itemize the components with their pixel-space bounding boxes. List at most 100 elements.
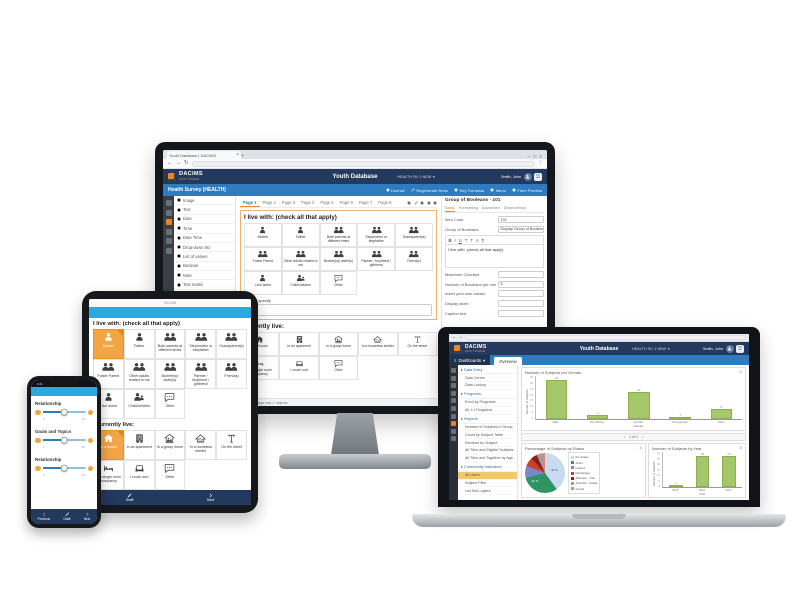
logout-icon[interactable]: ⎋ xyxy=(736,344,744,353)
draft-button[interactable]: Draft xyxy=(63,512,70,521)
option-tile-child-children[interactable]: Child/children xyxy=(123,389,155,419)
calendar-icon[interactable] xyxy=(451,390,456,396)
option-tile-grandparent-s[interactable]: Grandparent(s) xyxy=(395,223,433,247)
sidebar-section-programs[interactable]: ▸ Programs xyxy=(458,390,517,399)
browser-menu-icon[interactable]: ⋮ xyxy=(537,159,544,166)
property-input[interactable] xyxy=(498,290,544,298)
new-tab-icon[interactable]: + xyxy=(241,153,244,159)
option-tile-father[interactable]: Father xyxy=(123,329,155,359)
user-avatar-icon[interactable] xyxy=(523,172,532,181)
option-tile-in-an-apartment[interactable]: In an apartment xyxy=(123,430,155,460)
option-tile-in-a-group-home[interactable]: In a group home xyxy=(318,332,359,356)
increase-button[interactable] xyxy=(87,465,93,471)
chart-menu-icon[interactable]: ≡ xyxy=(739,444,742,450)
option-tile-in-a-homeless-shelter[interactable]: In a homeless shelter xyxy=(185,430,217,460)
dashboards-menu[interactable]: ≡ Dashboards ▾ xyxy=(449,355,491,365)
user-menu[interactable]: Smith, John ⎋ xyxy=(703,344,744,353)
alerts-icon[interactable] xyxy=(451,413,456,419)
home-icon[interactable] xyxy=(165,200,172,206)
option-tile-partner-boyfriend-girlfriend[interactable]: Partner / boyfriend / girlfriend xyxy=(357,247,396,271)
sidebar-item-data-lookup[interactable]: Data Lookup xyxy=(458,382,517,390)
sidebar-item-count-by-subject-table[interactable]: Count by Subject Table xyxy=(458,431,517,440)
settings-icon[interactable] xyxy=(451,428,456,434)
forward-icon[interactable]: → xyxy=(458,334,464,340)
documents-icon[interactable] xyxy=(451,405,456,411)
tab-close-icon[interactable]: × xyxy=(236,151,239,158)
palette-item-note[interactable]: Note xyxy=(174,271,235,281)
editor-button-5[interactable]: A xyxy=(475,237,479,243)
sidebar-item-subject-files[interactable]: Subject Files xyxy=(458,480,517,488)
page-tab-page-3[interactable]: Page 3 xyxy=(281,199,296,205)
editor-button-4[interactable]: T xyxy=(470,237,473,243)
palette-item-text-matrix[interactable]: Text matrix xyxy=(174,280,235,290)
option-tile-i-couch-surf[interactable]: I couch surf xyxy=(279,356,319,380)
palette-item-time[interactable]: Time xyxy=(174,224,235,234)
reports-icon[interactable] xyxy=(165,238,172,244)
option-tile-child-children[interactable]: Child/children xyxy=(281,271,320,295)
slider-track[interactable] xyxy=(42,437,86,444)
palette-item-boolean[interactable]: Boolean xyxy=(174,262,235,271)
option-tile-stepmother-or-stepfather[interactable]: Stepmother or stepfather xyxy=(357,223,396,247)
users-icon[interactable] xyxy=(165,247,172,254)
back-icon[interactable]: ← xyxy=(452,334,457,340)
refresh-icon[interactable]: ↻ xyxy=(184,159,189,166)
specify-input[interactable] xyxy=(245,304,432,316)
sidebar-section-community-indicators[interactable]: ▸ Community Indicators xyxy=(458,463,517,472)
properties-tab-formatting[interactable]: Formatting xyxy=(458,205,478,210)
address-bar[interactable] xyxy=(465,335,746,340)
sidebar-item-list-sub-layers[interactable]: List Sub-Layers xyxy=(458,487,517,496)
option-tile-i-couch-surf[interactable]: I couch surf xyxy=(123,460,155,490)
subjects-icon[interactable] xyxy=(451,375,456,381)
option-tile-other[interactable]: Other xyxy=(318,356,359,380)
sidebar-item-all-tiers-and-eligible-subjects[interactable]: All Tiers and Eligible Subjects xyxy=(458,447,517,455)
settings-icon[interactable] xyxy=(165,209,172,216)
form-builder-icon[interactable] xyxy=(165,219,172,225)
option-tile-other-adults-related-to-me[interactable]: Other adults related to me xyxy=(123,359,155,389)
pager-prev-icon[interactable]: ‹ xyxy=(623,435,625,439)
sidebar-item-all-users[interactable]: All Users xyxy=(458,471,517,480)
reports-icon[interactable] xyxy=(451,398,456,404)
sidebar-item-number-of-subjects-in-group[interactable]: Number of Subjects in Group xyxy=(458,424,517,432)
editor-button-0[interactable]: B xyxy=(448,237,452,243)
max-checked-input[interactable] xyxy=(498,271,544,279)
forward-icon[interactable]: → xyxy=(175,159,182,166)
window-controls[interactable]: – □ × xyxy=(527,154,543,159)
palette-item-date[interactable]: Date xyxy=(174,215,235,225)
user-avatar-icon[interactable] xyxy=(725,344,734,353)
tab-overview[interactable]: Overview xyxy=(494,357,522,365)
option-tile-grandparent-s[interactable]: Grandparent(s) xyxy=(216,329,247,359)
page-tab-page-8[interactable]: Page 8 xyxy=(378,199,392,205)
sidebar-section-reports[interactable]: ▸ Reports xyxy=(458,415,517,424)
next-button[interactable]: Next xyxy=(84,512,90,521)
page-tab-page-2[interactable]: Page 2 xyxy=(262,199,276,205)
tools-icon[interactable] xyxy=(451,436,456,442)
option-tile-friend-s[interactable]: Friend(s) xyxy=(216,359,247,389)
decrease-button[interactable] xyxy=(35,409,41,415)
option-tile-other-adults-related-to-me[interactable]: Other adults related to me xyxy=(281,247,320,271)
option-tile-foster-parent[interactable]: Foster Parent xyxy=(244,247,282,271)
page-tab-page-7[interactable]: Page 7 xyxy=(358,199,373,205)
sidebar-item-all-tiers-and-together-by-age[interactable]: All Tiers and Together by Age xyxy=(458,455,517,463)
option-tile-stepmother-or-stepfather[interactable]: Stepmother or stepfather xyxy=(185,329,217,359)
editor-button-2[interactable]: U xyxy=(458,237,462,243)
option-tile-on-the-street[interactable]: On the street xyxy=(397,332,437,356)
home-icon[interactable] xyxy=(451,368,456,373)
toolbar-action-menu[interactable]: Menu xyxy=(490,188,506,193)
item-code-input[interactable]: 101 xyxy=(498,216,544,223)
next-button[interactable]: Next xyxy=(207,493,214,502)
editor-button-1[interactable]: I xyxy=(454,237,456,243)
properties-tab-dependency[interactable]: Dependency xyxy=(503,205,527,210)
palette-item-image[interactable]: Image xyxy=(174,196,235,206)
option-tile-i-live-alone[interactable]: I live alone xyxy=(244,271,282,295)
sidebar-section-data-entry[interactable]: ▸ Data Entry xyxy=(458,365,517,375)
palette-item-text[interactable]: Text xyxy=(174,205,235,215)
toolbar-action-license[interactable]: License xyxy=(386,188,405,193)
page-tab-page-5[interactable]: Page 5 xyxy=(320,199,334,205)
option-tile-brother-s-sister-s[interactable]: Brother(s)/ sister(s) xyxy=(319,247,358,271)
decrease-button[interactable] xyxy=(35,465,41,471)
lists-icon[interactable] xyxy=(165,228,172,235)
editor-button-6[interactable]: ¶ xyxy=(481,237,484,243)
draft-button[interactable]: Draft xyxy=(126,493,134,502)
option-tile-mother[interactable]: Mother xyxy=(93,329,124,359)
option-tile-both-parents-at-different-times[interactable]: Both parents at different times xyxy=(319,223,358,247)
